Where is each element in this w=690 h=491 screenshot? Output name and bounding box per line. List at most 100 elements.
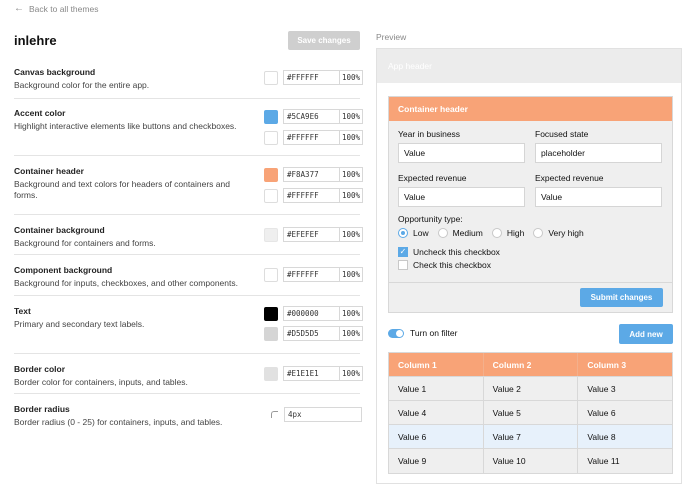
filter-toggle[interactable]: Turn on filter bbox=[388, 328, 457, 338]
field-year-in-business: Year in business Value bbox=[398, 129, 525, 163]
setting-description: Background color for the entire app. bbox=[14, 80, 150, 90]
hex-input[interactable]: #FFFFFF bbox=[284, 189, 340, 202]
preview-frame: App header Container header Year in busi… bbox=[376, 48, 682, 484]
setting-component-background: Component background Background for inpu… bbox=[14, 265, 360, 289]
radio-icon bbox=[533, 228, 544, 238]
setting-container-header: Container header Background and text col… bbox=[14, 166, 360, 202]
setting-title: Component background bbox=[14, 265, 113, 275]
setting-container-background: Container background Background for cont… bbox=[14, 225, 360, 249]
hex-input[interactable]: #EFEFEF bbox=[284, 228, 340, 241]
color-swatch[interactable] bbox=[264, 306, 278, 321]
radio-low[interactable]: Low bbox=[398, 228, 429, 238]
setting-accent-color: Accent color Highlight interactive eleme… bbox=[14, 108, 360, 132]
opacity-input[interactable]: 100% bbox=[341, 270, 360, 279]
opacity-input[interactable]: 100% bbox=[341, 329, 360, 338]
color-swatch[interactable] bbox=[264, 109, 278, 124]
add-new-button[interactable]: Add new bbox=[619, 324, 673, 344]
opacity-input[interactable]: 100% bbox=[341, 309, 360, 318]
table-cell: Value 6 bbox=[389, 425, 484, 448]
canvas-color-control: #FFFFFF 100% bbox=[264, 70, 363, 85]
opacity-input[interactable]: 100% bbox=[341, 133, 360, 142]
save-changes-button[interactable]: Save changes bbox=[288, 31, 360, 50]
back-link-label: Back to all themes bbox=[29, 3, 99, 14]
text-primary-color-control: #000000 100% bbox=[264, 306, 363, 321]
opacity-input[interactable]: 100% bbox=[341, 191, 360, 200]
opacity-input[interactable]: 100% bbox=[341, 170, 360, 179]
table-row[interactable]: Value 1 Value 2 Value 3 bbox=[389, 377, 672, 401]
table-cell: Value 6 bbox=[587, 407, 616, 418]
preview-app-header: App header bbox=[377, 49, 681, 83]
preview-table: Column 1 Column 2 Column 3 Value 1 Value… bbox=[388, 352, 673, 474]
column-header[interactable]: Column 2 bbox=[484, 353, 579, 376]
field-label: Expected revenue bbox=[398, 173, 467, 183]
table-cell: Value 2 bbox=[484, 377, 579, 400]
setting-title: Container background bbox=[14, 225, 105, 235]
table-row[interactable]: Value 9 Value 10 Value 11 bbox=[389, 449, 672, 473]
text-input[interactable]: placeholder bbox=[535, 143, 662, 163]
opacity-input[interactable]: 100% bbox=[341, 112, 360, 121]
table-cell: Value 5 bbox=[484, 401, 579, 424]
color-swatch[interactable] bbox=[264, 267, 278, 282]
hex-input[interactable]: #5CA9E6 bbox=[284, 110, 340, 123]
text-input[interactable]: Value bbox=[398, 143, 525, 163]
checkbox-label: Uncheck this checkbox bbox=[413, 247, 500, 257]
color-swatch[interactable] bbox=[264, 188, 278, 203]
divider bbox=[14, 353, 360, 354]
accent-text-color-control: #FFFFFF 100% bbox=[264, 130, 363, 145]
color-swatch[interactable] bbox=[264, 167, 278, 182]
border-radius-input[interactable]: 4px bbox=[284, 407, 362, 422]
opacity-input[interactable]: 100% bbox=[341, 73, 360, 82]
radio-very-high[interactable]: Very high bbox=[533, 228, 584, 238]
color-swatch[interactable] bbox=[264, 326, 278, 341]
setting-border-color: Border color Border color for containers… bbox=[14, 364, 360, 388]
hex-input[interactable]: #D5D5D5 bbox=[284, 327, 340, 340]
text-input[interactable]: Value bbox=[535, 187, 662, 207]
hex-input[interactable]: #FFFFFF bbox=[284, 71, 340, 84]
setting-title: Text bbox=[14, 306, 31, 316]
setting-text: Text Primary and secondary text labels. bbox=[14, 306, 360, 330]
table-row-highlighted[interactable]: Value 6 Value 7 Value 8 bbox=[389, 425, 672, 449]
opacity-input[interactable]: 100% bbox=[341, 369, 360, 378]
hex-input[interactable]: #F8A377 bbox=[284, 168, 340, 181]
opportunity-type-label: Opportunity type: bbox=[398, 214, 463, 224]
column-header[interactable]: Column 1 bbox=[389, 353, 484, 376]
table-cell: Value 1 bbox=[389, 377, 484, 400]
hex-input[interactable]: #FFFFFF bbox=[284, 131, 340, 144]
divider bbox=[14, 254, 360, 255]
border-color-control: #E1E1E1 100% bbox=[264, 366, 363, 381]
checkbox-check[interactable]: Check this checkbox bbox=[398, 260, 491, 270]
field-label: Expected revenue bbox=[535, 173, 604, 183]
back-to-themes-link[interactable]: ← Back to all themes bbox=[14, 3, 98, 14]
table-row[interactable]: Value 4 Value 5 Value 6 bbox=[389, 401, 672, 425]
radio-high[interactable]: High bbox=[491, 228, 524, 238]
color-swatch[interactable] bbox=[264, 70, 278, 85]
setting-description: Highlight interactive elements like butt… bbox=[14, 121, 237, 131]
radio-label: Low bbox=[413, 228, 429, 238]
table-cell: Value 8 bbox=[587, 431, 616, 442]
radio-medium[interactable]: Medium bbox=[437, 228, 483, 238]
divider bbox=[14, 295, 360, 296]
color-swatch[interactable] bbox=[264, 130, 278, 145]
toggle-switch-icon bbox=[388, 328, 404, 338]
color-swatch[interactable] bbox=[264, 366, 278, 381]
field-expected-revenue-2: Expected revenue Value bbox=[535, 173, 662, 207]
setting-canvas-background: Canvas background Background color for t… bbox=[14, 67, 360, 91]
border-radius-control: 4px bbox=[271, 407, 362, 422]
field-focused-state: Focused state placeholder bbox=[535, 129, 662, 163]
column-header[interactable]: Column 3 bbox=[587, 359, 627, 370]
hex-input[interactable]: #E1E1E1 bbox=[284, 367, 340, 380]
accent-color-control: #5CA9E6 100% bbox=[264, 109, 363, 124]
radio-icon bbox=[491, 228, 502, 238]
color-swatch[interactable] bbox=[264, 227, 278, 242]
hex-input[interactable]: #000000 bbox=[284, 307, 340, 320]
setting-title: Border radius bbox=[14, 404, 70, 414]
setting-title: Container header bbox=[14, 166, 84, 176]
field-expected-revenue: Expected revenue Value bbox=[398, 173, 525, 207]
submit-changes-button[interactable]: Submit changes bbox=[580, 288, 663, 307]
component-background-color-control: #FFFFFF 100% bbox=[264, 267, 363, 282]
opacity-input[interactable]: 100% bbox=[341, 230, 360, 239]
checkbox-uncheck[interactable]: ✓ Uncheck this checkbox bbox=[398, 247, 500, 257]
hex-input[interactable]: #FFFFFF bbox=[284, 268, 340, 281]
text-input[interactable]: Value bbox=[398, 187, 525, 207]
table-cell: Value 9 bbox=[389, 449, 484, 473]
